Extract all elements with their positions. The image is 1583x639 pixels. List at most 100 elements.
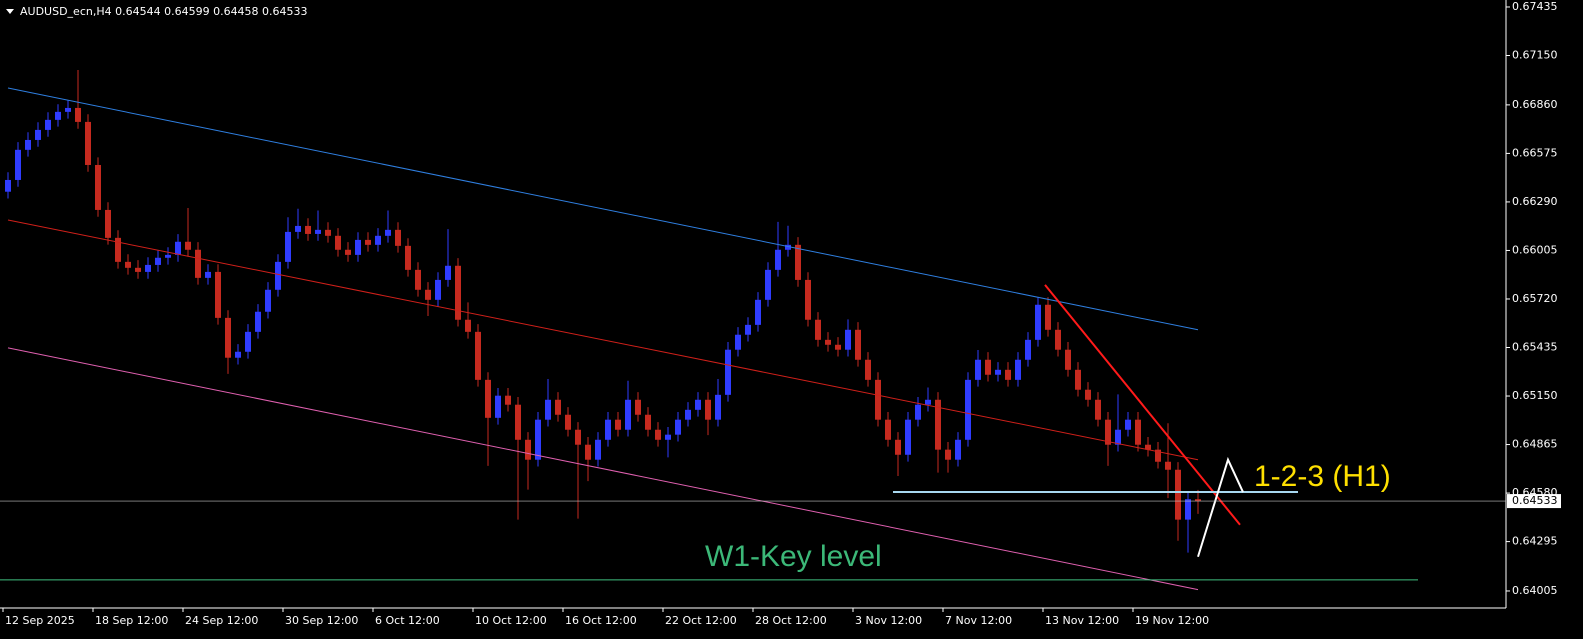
candle-body xyxy=(185,241,191,250)
y-tick-label: 0.66290 xyxy=(1512,195,1558,208)
candle-body xyxy=(425,289,431,300)
x-tick-label: 18 Sep 12:00 xyxy=(95,614,168,627)
candle-body xyxy=(545,399,551,420)
candle-body xyxy=(375,235,381,245)
candle-body xyxy=(905,419,911,455)
trend-line xyxy=(1044,284,1241,526)
candle-body xyxy=(295,225,301,232)
candle-body xyxy=(835,344,841,350)
candle-body xyxy=(1035,304,1041,340)
x-tick-label: 30 Sep 12:00 xyxy=(285,614,358,627)
candle-body xyxy=(325,229,331,236)
candle-body xyxy=(1025,339,1031,360)
x-tick-label: 19 Nov 12:00 xyxy=(1135,614,1209,627)
candle-body xyxy=(645,414,651,430)
candle-body xyxy=(955,439,961,460)
candle-body xyxy=(115,237,121,262)
candle-body xyxy=(405,245,411,270)
candle-body xyxy=(925,399,931,405)
candle-body xyxy=(575,429,581,445)
candle-body xyxy=(1135,419,1141,445)
candle-body xyxy=(275,261,281,290)
candle-body xyxy=(485,379,491,418)
candle-body xyxy=(45,119,51,130)
candle-body xyxy=(1125,419,1131,430)
candle-body xyxy=(25,139,31,150)
candle-body xyxy=(985,359,991,375)
candle-body xyxy=(1045,304,1051,330)
candle-body xyxy=(665,434,671,440)
x-tick-label: 7 Nov 12:00 xyxy=(945,614,1012,627)
menu-arrow[interactable] xyxy=(6,9,14,14)
candle-body xyxy=(155,257,161,265)
y-tick-label: 0.64005 xyxy=(1512,584,1558,597)
chart-title: AUDUSD_ecn,H4 0.64544 0.64599 0.64458 0.… xyxy=(20,5,308,18)
candle-body xyxy=(1185,499,1191,520)
candle-body xyxy=(15,149,21,180)
candle-body xyxy=(415,269,421,290)
candle-body xyxy=(885,419,891,440)
candle-body xyxy=(1175,469,1181,520)
candle-body xyxy=(1055,329,1061,350)
candle-body xyxy=(535,419,541,460)
candle-body xyxy=(305,225,311,234)
candle-body xyxy=(1015,359,1021,380)
candle-body xyxy=(335,235,341,250)
candle-body xyxy=(515,404,521,440)
candle-body xyxy=(525,439,531,460)
candle-body xyxy=(75,107,81,122)
candle-body xyxy=(695,399,701,410)
candle-body xyxy=(1075,369,1081,390)
candle-body xyxy=(465,319,471,332)
candle-body xyxy=(725,349,731,395)
candle-body xyxy=(85,121,91,165)
y-tick-label: 0.66005 xyxy=(1512,243,1558,256)
candle-body xyxy=(1165,461,1171,470)
y-tick-label: 0.64865 xyxy=(1512,438,1558,451)
x-tick-label: 10 Oct 12:00 xyxy=(475,614,547,627)
trend-line xyxy=(7,219,1199,461)
candle-body xyxy=(245,331,251,352)
candle-body xyxy=(765,269,771,300)
candle-body xyxy=(655,429,661,440)
candle-body xyxy=(495,395,501,418)
candle-body xyxy=(195,249,201,278)
candle-body xyxy=(595,439,601,460)
candle-body xyxy=(265,289,271,312)
candle-body xyxy=(745,324,751,335)
candle-body xyxy=(705,399,711,420)
candle-body xyxy=(445,265,451,280)
candle-body xyxy=(395,229,401,246)
candle-body xyxy=(945,449,951,460)
candle-body xyxy=(235,351,241,358)
x-tick-label: 12 Sep 2025 xyxy=(5,614,75,627)
candle-body xyxy=(865,359,871,380)
candle-body xyxy=(1085,389,1091,400)
candle-body xyxy=(65,107,71,112)
candle-body xyxy=(5,179,11,192)
trend-line xyxy=(1197,456,1244,558)
candle-body xyxy=(285,231,291,262)
candle-body xyxy=(145,264,151,272)
y-tick-label: 0.64295 xyxy=(1512,535,1558,548)
candle-body xyxy=(585,444,591,460)
candle-body xyxy=(95,164,101,210)
candle-body xyxy=(775,249,781,270)
candle-body xyxy=(675,419,681,435)
candle-body xyxy=(455,265,461,320)
candle-body xyxy=(205,271,211,278)
candle-body xyxy=(1095,399,1101,420)
x-tick-label: 24 Sep 12:00 xyxy=(185,614,258,627)
trend-line xyxy=(7,87,1199,331)
candle-body xyxy=(355,239,361,255)
y-tick-label: 0.66860 xyxy=(1512,98,1558,111)
x-tick-label: 16 Oct 12:00 xyxy=(565,614,637,627)
y-tick-label: 0.66575 xyxy=(1512,146,1558,159)
candle-body xyxy=(805,279,811,320)
candle-body xyxy=(1005,369,1011,380)
candle-body xyxy=(795,244,801,280)
x-tick-label: 6 Oct 12:00 xyxy=(375,614,440,627)
candle-body xyxy=(345,249,351,255)
